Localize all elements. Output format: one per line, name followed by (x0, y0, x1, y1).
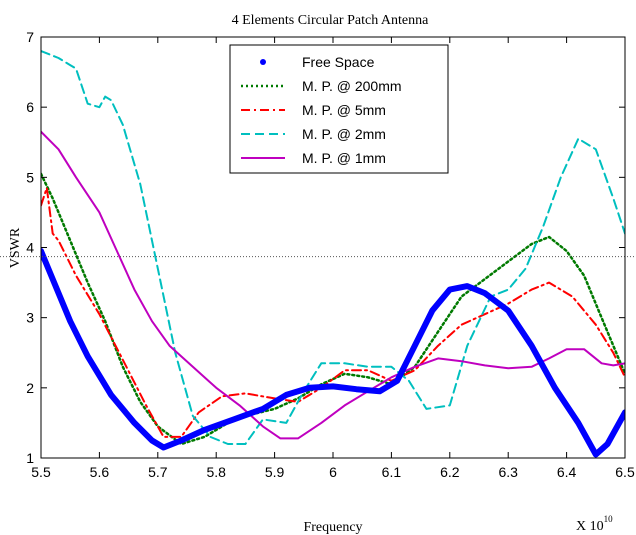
series-line-free-space (41, 248, 625, 458)
ticks-layer: 5.5 5.6 5.7 5.8 5.9 6 6.1 6.2 6.3 6.4 6.5 1 2 3 4 5 6 7 (26, 29, 635, 480)
series-line-m-p-5mm (41, 186, 625, 438)
y-tick-label: 3 (26, 310, 34, 326)
x-multiplier-label: X 1010 (576, 514, 613, 534)
x-tick-label: 6 (329, 464, 337, 480)
x-tick-label: 5.8 (206, 464, 226, 480)
y-tick-label: 2 (26, 380, 34, 396)
x-multiplier-base: X 10 (576, 519, 604, 534)
y-tick-label: 5 (26, 169, 34, 185)
x-tick-label: 5.5 (31, 464, 51, 480)
x-axis-label: Frequency (303, 520, 362, 535)
legend-label-m-p-200mm: M. P. @ 200mm (302, 78, 402, 94)
series-line-m-p-2mm (41, 50, 625, 445)
x-multiplier-exponent: 10 (604, 514, 614, 524)
series-layer (41, 50, 625, 458)
legend-marker-free-space (260, 59, 266, 65)
y-axis-label: VSWR (8, 227, 23, 268)
chart-title: 4 Elements Circular Patch Antenna (232, 13, 430, 28)
x-tick-label: 6.4 (557, 464, 577, 480)
y-tick-label: 4 (26, 240, 34, 256)
x-tick-label: 5.6 (90, 464, 110, 480)
x-tick-label: 6.1 (382, 464, 402, 480)
x-tick-label: 6.5 (615, 464, 635, 480)
legend-label-m-p-1mm: M. P. @ 1mm (302, 150, 386, 166)
x-tick-label: 6.2 (440, 464, 460, 480)
y-tick-label: 6 (26, 99, 34, 115)
legend: Free Space M. P. @ 200mm M. P. @ 5mm M. P. … (229, 44, 449, 174)
legend-label-m-p-5mm: M. P. @ 5mm (302, 102, 386, 118)
x-tick-label: 5.7 (148, 464, 168, 480)
x-tick-label: 5.9 (265, 464, 285, 480)
series-line-m-p-200mm (41, 172, 625, 446)
y-tick-label: 7 (26, 29, 34, 45)
x-tick-label: 6.3 (498, 464, 518, 480)
legend-items: Free Space M. P. @ 200mm M. P. @ 5mm M. P. … (241, 54, 402, 166)
legend-label-m-p-2mm: M. P. @ 2mm (302, 126, 386, 142)
y-tick-label: 1 (26, 450, 34, 466)
legend-label-free-space: Free Space (302, 54, 375, 70)
series-line-m-p-1mm (41, 130, 625, 440)
